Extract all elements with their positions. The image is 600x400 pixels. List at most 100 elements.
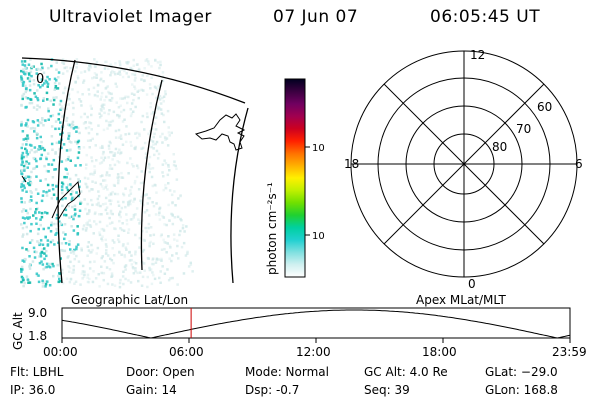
uv-pixel <box>125 213 128 216</box>
uv-pixel <box>78 185 81 189</box>
uv-pixel <box>133 93 136 96</box>
uv-pixel <box>122 108 126 112</box>
uv-pixel <box>148 164 151 167</box>
uv-pixel <box>30 170 33 174</box>
uv-pixel <box>62 143 66 146</box>
uv-pixel <box>102 159 105 162</box>
uv-pixel <box>55 61 58 64</box>
uv-pixel <box>105 206 109 209</box>
uv-pixel <box>167 235 170 238</box>
uv-pixel <box>26 153 30 156</box>
uv-pixel <box>44 178 47 181</box>
uv-pixel <box>133 79 137 82</box>
uv-pixel <box>145 209 149 212</box>
uv-pixel <box>54 87 57 90</box>
uv-pixel <box>57 112 61 116</box>
uv-pixel <box>146 74 149 78</box>
uv-pixel <box>158 206 162 210</box>
uv-pixel <box>88 210 91 213</box>
uv-pixel <box>159 63 162 67</box>
uv-pixel <box>39 85 42 89</box>
uv-pixel <box>69 183 72 186</box>
uv-pixel <box>46 152 50 155</box>
uv-pixel <box>57 76 60 79</box>
uv-pixel <box>118 250 121 254</box>
uv-pixel <box>20 270 23 273</box>
uv-pixel <box>83 198 86 201</box>
uv-pixel <box>100 185 104 188</box>
uv-pixel <box>21 143 25 146</box>
uv-pixel <box>189 263 193 266</box>
xtick-label: 12:00 <box>296 345 331 359</box>
uv-pixel <box>65 107 68 110</box>
uv-pixel <box>152 111 155 114</box>
uv-pixel <box>86 245 90 248</box>
uv-pixel <box>150 76 153 79</box>
uv-pixel <box>79 190 83 193</box>
uv-pixel <box>32 120 36 124</box>
uv-pixel <box>90 128 93 131</box>
uv-pixel <box>133 260 136 264</box>
uv-pixel <box>171 201 174 204</box>
uv-pixel <box>103 67 107 70</box>
uv-pixel <box>67 134 71 138</box>
uv-pixel <box>20 185 23 189</box>
uv-pixel <box>120 68 123 71</box>
uv-pixel <box>104 60 107 64</box>
uv-pixel <box>163 120 166 124</box>
uv-pixel <box>41 66 44 69</box>
uv-pixel <box>99 146 102 149</box>
uv-pixel <box>104 186 107 189</box>
uv-pixel <box>108 268 112 271</box>
uv-pixel <box>38 105 41 109</box>
uv-pixel <box>88 224 92 227</box>
uv-pixel <box>86 115 89 119</box>
uv-pixel <box>151 167 155 170</box>
uv-pixel <box>176 215 180 219</box>
uv-pixel <box>140 120 143 124</box>
uv-pixel <box>130 185 133 189</box>
uv-pixel <box>20 156 24 159</box>
uv-pixel <box>168 169 171 172</box>
colorbar-tick-label-10: 10 <box>312 231 325 242</box>
uv-pixel <box>80 272 84 276</box>
uv-pixel <box>158 218 162 221</box>
uv-pixel <box>21 82 25 86</box>
uv-pixel <box>33 250 37 254</box>
uv-pixel <box>37 227 40 231</box>
uv-pixel <box>24 90 27 94</box>
uv-pixel <box>130 258 133 262</box>
uv-pixel <box>61 182 65 186</box>
uv-pixel <box>148 170 151 174</box>
uv-pixel <box>58 82 61 85</box>
uv-pixel <box>163 241 166 244</box>
uv-pixel <box>55 68 58 71</box>
uv-pixel <box>75 66 78 69</box>
uv-pixel <box>161 141 164 144</box>
uv-pixel <box>95 252 98 255</box>
uv-pixel <box>124 187 127 190</box>
uv-pixel <box>36 89 39 92</box>
uv-pixel <box>138 132 141 136</box>
uv-pixel <box>147 166 150 169</box>
uv-pixel <box>171 222 175 226</box>
uv-pixel <box>33 166 37 170</box>
uv-pixel <box>122 270 125 273</box>
uv-pixel <box>173 190 176 193</box>
altitude-plot: GC Alt 9.0 1.8 <box>11 306 571 350</box>
uv-pixel <box>23 186 26 190</box>
uv-pixel <box>154 142 157 146</box>
uv-pixel <box>45 81 49 84</box>
uv-pixel <box>54 151 57 154</box>
uv-pixel <box>141 114 145 118</box>
uv-pixel <box>45 262 49 266</box>
uv-pixel <box>74 173 78 177</box>
uv-pixel <box>79 164 82 167</box>
uv-pixel <box>46 280 49 283</box>
coastline-australia <box>21 175 81 221</box>
uv-pixel <box>110 275 113 278</box>
uv-pixel <box>29 229 32 233</box>
uv-pixel <box>21 130 25 133</box>
uv-pixel <box>75 58 79 61</box>
uv-pixel <box>50 135 54 138</box>
